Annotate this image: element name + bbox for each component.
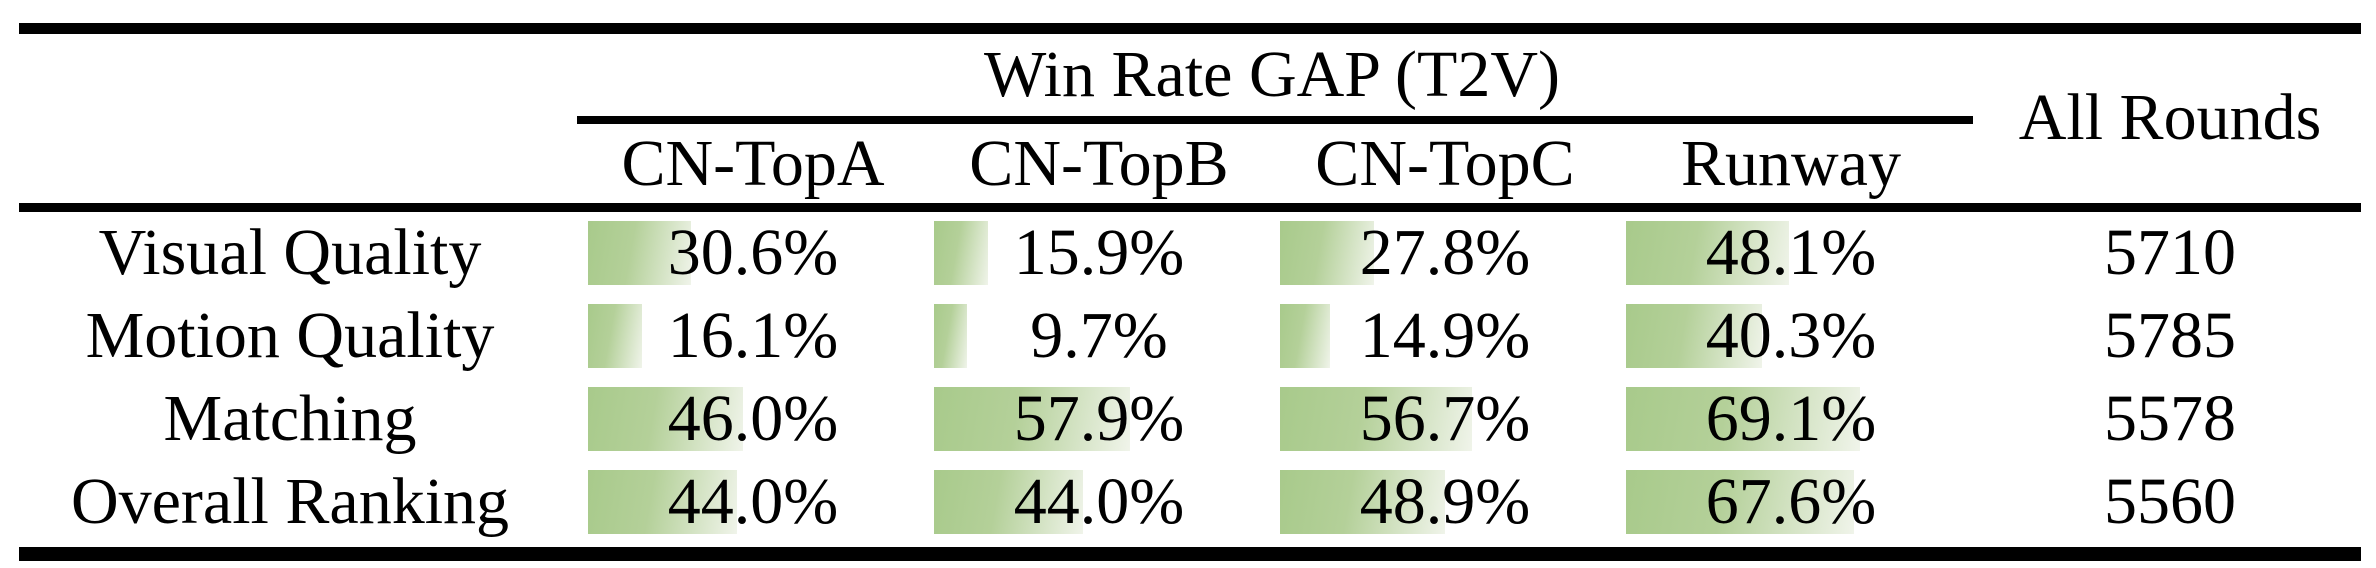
win-rate-bar bbox=[1280, 304, 1331, 369]
table-row-motion-quality: Motion Quality 16.1% 9.7% 14.9% 40.3% 57… bbox=[0, 295, 2376, 378]
win-rate-value: 44.0% bbox=[667, 464, 839, 538]
value-cell: 44.0% bbox=[926, 460, 1272, 543]
win-rate-bar bbox=[588, 304, 643, 369]
value-cell: 27.8% bbox=[1272, 212, 1618, 295]
win-rate-value: 46.0% bbox=[667, 381, 839, 455]
table-row-visual-quality: Visual Quality 30.6% 15.9% 27.8% 48.1% 5… bbox=[0, 212, 2376, 295]
column-header-cn-topb: CN-TopB bbox=[969, 126, 1229, 200]
top-rule bbox=[19, 23, 2361, 34]
value-cell: 57.9% bbox=[926, 378, 1272, 461]
value-cell: 30.6% bbox=[580, 212, 926, 295]
win-rate-value: 56.7% bbox=[1359, 381, 1531, 455]
win-rate-value: 67.6% bbox=[1705, 464, 1877, 538]
all-rounds-value: 5710 bbox=[2104, 216, 2236, 290]
value-cell: 40.3% bbox=[1618, 295, 1964, 378]
win-rate-bar bbox=[934, 221, 988, 286]
group-header-win-rate-gap: Win Rate GAP (T2V) bbox=[984, 37, 1560, 111]
column-header-row: CN-TopA CN-TopB CN-TopC Runway bbox=[580, 124, 1964, 203]
win-rate-bar bbox=[934, 304, 967, 369]
value-cell: 48.9% bbox=[1272, 460, 1618, 543]
all-rounds-value: 5578 bbox=[2104, 381, 2236, 455]
column-header-cn-topc: CN-TopC bbox=[1315, 126, 1575, 200]
value-cell: 44.0% bbox=[580, 460, 926, 543]
row-label: Motion Quality bbox=[85, 299, 495, 373]
row-label: Matching bbox=[163, 381, 417, 455]
value-cell: 16.1% bbox=[580, 295, 926, 378]
value-cell: 67.6% bbox=[1618, 460, 1964, 543]
win-rate-value: 57.9% bbox=[1013, 381, 1185, 455]
value-cell: 69.1% bbox=[1618, 378, 1964, 461]
value-cell: 56.7% bbox=[1272, 378, 1618, 461]
win-rate-value: 48.9% bbox=[1359, 464, 1531, 538]
value-cell: 46.0% bbox=[580, 378, 926, 461]
win-rate-value: 15.9% bbox=[1013, 216, 1185, 290]
win-rate-value: 14.9% bbox=[1359, 299, 1531, 373]
table-row-overall-ranking: Overall Ranking 44.0% 44.0% 48.9% 67.6% … bbox=[0, 460, 2376, 543]
column-header-runway: Runway bbox=[1681, 126, 1901, 200]
header-body-rule bbox=[19, 203, 2361, 212]
win-rate-value: 30.6% bbox=[667, 216, 839, 290]
value-cell: 15.9% bbox=[926, 212, 1272, 295]
win-rate-value: 69.1% bbox=[1705, 381, 1877, 455]
win-rate-value: 44.0% bbox=[1013, 464, 1185, 538]
table-row-matching: Matching 46.0% 57.9% 56.7% 69.1% 5578 bbox=[0, 378, 2376, 461]
column-header-all-rounds: All Rounds bbox=[2018, 81, 2322, 154]
win-rate-value: 40.3% bbox=[1705, 299, 1877, 373]
value-cell: 9.7% bbox=[926, 295, 1272, 378]
column-header-cn-topa: CN-TopA bbox=[621, 126, 885, 200]
row-label: Visual Quality bbox=[98, 216, 482, 290]
group-underline-rule bbox=[577, 116, 1973, 124]
win-rate-value: 48.1% bbox=[1705, 216, 1877, 290]
row-label: Overall Ranking bbox=[70, 464, 510, 538]
all-rounds-value: 5785 bbox=[2104, 299, 2236, 373]
bottom-rule bbox=[19, 547, 2361, 561]
table-body: Visual Quality 30.6% 15.9% 27.8% 48.1% 5… bbox=[0, 212, 2376, 543]
all-rounds-value: 5560 bbox=[2104, 464, 2236, 538]
win-rate-value: 27.8% bbox=[1359, 216, 1531, 290]
win-rate-value: 16.1% bbox=[667, 299, 839, 373]
win-rate-value: 9.7% bbox=[1030, 299, 1168, 373]
value-cell: 48.1% bbox=[1618, 212, 1964, 295]
value-cell: 14.9% bbox=[1272, 295, 1618, 378]
